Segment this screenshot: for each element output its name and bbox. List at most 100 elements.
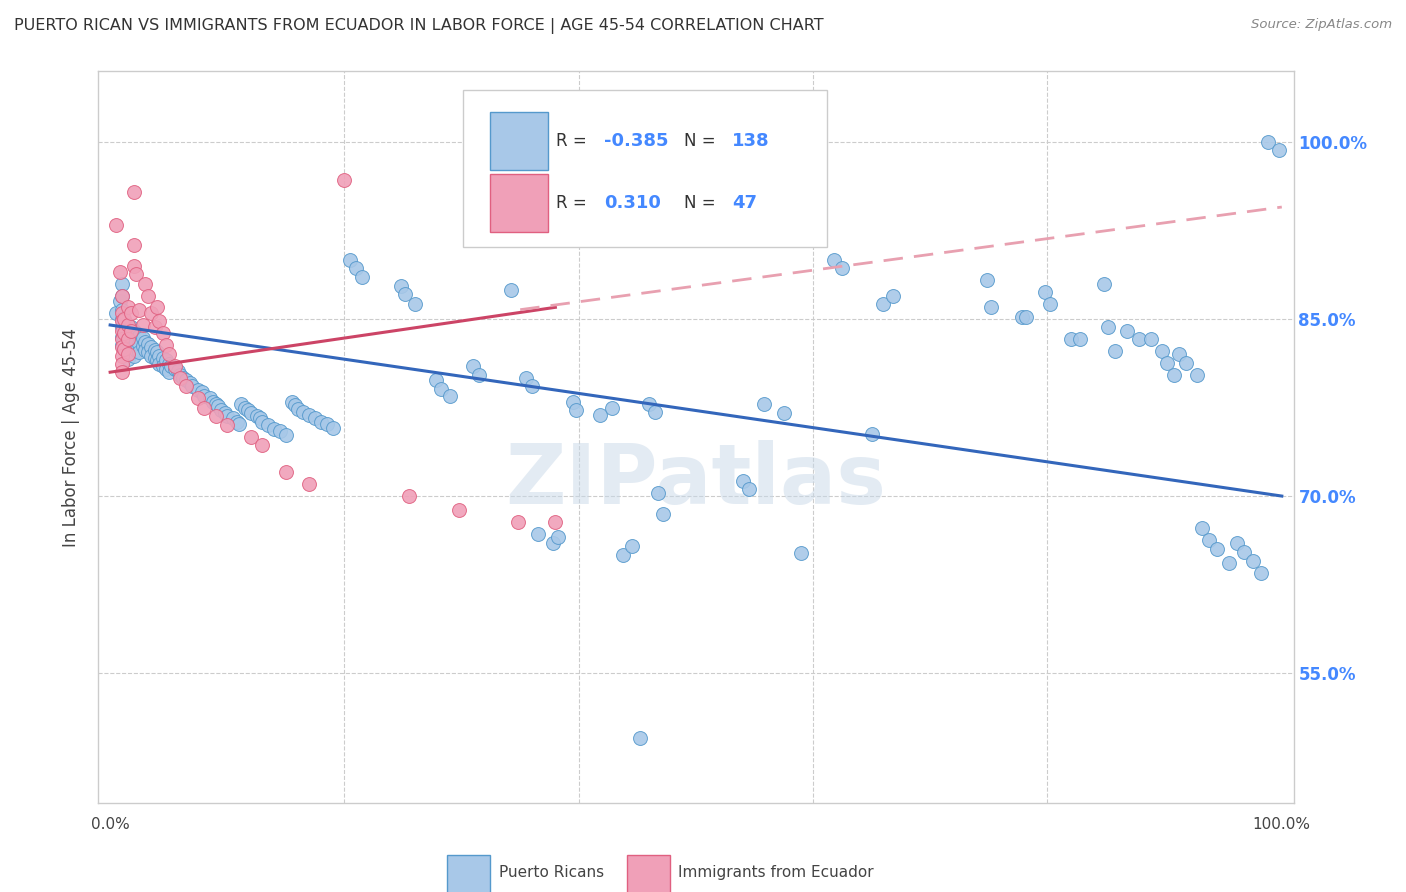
Point xyxy=(132,331,155,345)
Point xyxy=(112,342,135,356)
Text: Immigrants from Ecuador: Immigrants from Ecuador xyxy=(678,864,873,880)
Text: -0.385: -0.385 xyxy=(605,132,668,150)
Point xyxy=(339,253,361,268)
FancyBboxPatch shape xyxy=(491,174,548,232)
Point xyxy=(111,349,134,363)
Point xyxy=(1097,320,1119,334)
Point xyxy=(515,371,537,385)
Point xyxy=(146,301,169,315)
Point xyxy=(544,515,567,529)
Point xyxy=(117,343,139,358)
Point xyxy=(193,401,215,415)
Point xyxy=(394,287,416,301)
Point xyxy=(136,345,159,359)
Point xyxy=(193,389,215,403)
Point xyxy=(125,343,148,357)
Point xyxy=(274,466,297,480)
Point xyxy=(120,324,142,338)
Text: Source: ZipAtlas.com: Source: ZipAtlas.com xyxy=(1251,18,1392,31)
Point xyxy=(239,430,262,444)
Text: N =: N = xyxy=(685,132,721,150)
Point xyxy=(322,420,344,434)
Point xyxy=(1039,297,1062,311)
Point xyxy=(179,376,201,390)
Point xyxy=(1226,536,1249,550)
Point xyxy=(309,415,332,429)
Point xyxy=(108,294,131,309)
Point xyxy=(298,477,321,491)
Point xyxy=(157,357,180,371)
Point xyxy=(112,324,135,338)
Point xyxy=(148,357,170,371)
Point xyxy=(146,345,169,359)
Point xyxy=(1015,310,1038,324)
Point xyxy=(122,340,145,354)
Point xyxy=(111,340,134,354)
Point xyxy=(222,411,245,425)
FancyBboxPatch shape xyxy=(491,112,548,170)
Point xyxy=(148,314,170,328)
Point xyxy=(111,288,134,302)
Y-axis label: In Labor Force | Age 45-54: In Labor Force | Age 45-54 xyxy=(62,327,80,547)
Point xyxy=(1152,343,1174,358)
Point xyxy=(122,259,145,273)
Point xyxy=(246,409,269,423)
Text: 0.310: 0.310 xyxy=(605,194,661,212)
Point xyxy=(233,401,256,415)
Point xyxy=(225,415,247,429)
Point xyxy=(561,394,585,409)
Point xyxy=(202,394,225,409)
Point xyxy=(141,306,163,320)
Point xyxy=(1011,310,1033,324)
Point xyxy=(1218,557,1240,571)
Point xyxy=(547,530,569,544)
Point xyxy=(111,306,134,320)
Point xyxy=(134,343,156,357)
Point xyxy=(211,403,233,417)
Point xyxy=(136,337,159,351)
Point xyxy=(111,320,134,334)
Point xyxy=(148,349,170,363)
Point xyxy=(217,409,239,423)
Point xyxy=(181,379,204,393)
Point xyxy=(111,277,134,291)
Point xyxy=(249,411,271,425)
Point xyxy=(1257,135,1279,149)
Point xyxy=(882,288,904,302)
Point xyxy=(831,261,853,276)
Point xyxy=(198,391,221,405)
Point xyxy=(108,265,131,279)
Point xyxy=(111,312,134,326)
Point xyxy=(281,394,304,409)
Point xyxy=(644,405,666,419)
Point xyxy=(404,297,426,311)
Point xyxy=(257,418,280,433)
Point xyxy=(117,318,139,332)
Point xyxy=(136,288,159,302)
Point xyxy=(263,422,285,436)
Point xyxy=(111,330,134,344)
Point xyxy=(449,503,471,517)
Point xyxy=(152,326,174,341)
Point xyxy=(980,301,1002,315)
Point xyxy=(1163,368,1185,382)
Point xyxy=(731,474,754,488)
FancyBboxPatch shape xyxy=(447,855,491,892)
Point xyxy=(169,371,191,385)
Point xyxy=(600,401,623,415)
Point xyxy=(612,548,634,562)
Point xyxy=(304,411,326,425)
Text: 47: 47 xyxy=(733,194,756,212)
Point xyxy=(157,365,180,379)
Point xyxy=(207,400,229,414)
Point xyxy=(252,438,274,452)
Point xyxy=(790,546,813,560)
Point xyxy=(117,352,139,367)
Point xyxy=(112,342,135,356)
Point xyxy=(128,302,150,317)
Point xyxy=(120,346,142,360)
Point xyxy=(292,405,315,419)
Point xyxy=(872,297,894,311)
Point xyxy=(398,489,420,503)
Point xyxy=(141,340,163,354)
